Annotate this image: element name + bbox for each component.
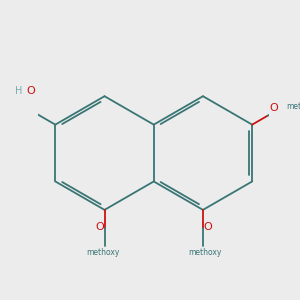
Text: O: O [95, 222, 104, 232]
Text: H: H [15, 85, 22, 96]
Text: methoxy: methoxy [286, 102, 300, 111]
Text: O: O [203, 222, 212, 232]
Text: O: O [269, 103, 278, 113]
Text: methoxy: methoxy [188, 248, 221, 257]
Text: methoxy: methoxy [86, 248, 120, 257]
Text: O: O [26, 85, 35, 96]
